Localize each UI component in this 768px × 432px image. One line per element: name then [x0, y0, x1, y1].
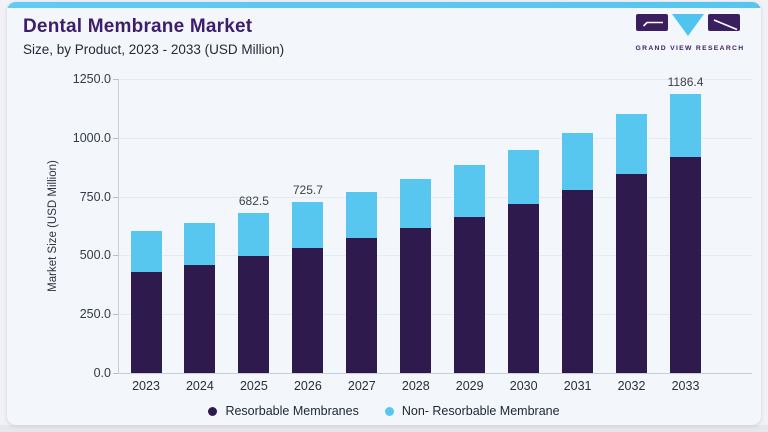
- gridline: [119, 255, 752, 257]
- bar-group-2025: [238, 212, 270, 373]
- bar-segment-non-resorbable: [292, 202, 324, 249]
- y-tick-label: 250.0: [79, 307, 111, 322]
- bar-group-2026: [292, 202, 324, 373]
- x-tick-label: 2029: [455, 379, 484, 393]
- bar-segment-resorbable: [238, 256, 270, 373]
- gridline: [119, 137, 752, 139]
- bar-segment-resorbable: [400, 228, 432, 373]
- bar-group-2028: [400, 179, 432, 373]
- y-axis-title: Market Size (USD Million): [47, 160, 59, 292]
- x-tick-label: 2024: [185, 379, 214, 393]
- bar-group-2024: [184, 223, 216, 373]
- bar-segment-resorbable: [454, 217, 486, 373]
- x-tick-label: 2027: [347, 379, 376, 393]
- legend-dot-icon: [384, 406, 394, 416]
- bar-group-2031: [562, 133, 594, 373]
- bar-group-2030: [508, 149, 540, 373]
- bar-segment-non-resorbable: [616, 113, 647, 175]
- chart-legend: Resorbable Membranes Non- Resorbable Memb…: [7, 404, 761, 418]
- y-tick-label: 1250.0: [72, 72, 111, 86]
- x-tick-label: 2026: [293, 379, 322, 393]
- gridline: [119, 196, 752, 198]
- y-tick-label: 1000.0: [72, 130, 111, 145]
- bar-segment-resorbable: [562, 190, 594, 373]
- chart-header: Dental Membrane Market Size, by Product,…: [23, 16, 284, 57]
- bar-segment-non-resorbable: [508, 149, 540, 205]
- y-tick-mark: [113, 196, 118, 198]
- y-tick-label: 750.0: [79, 189, 111, 204]
- gvr-logo-icon: [636, 14, 740, 36]
- legend-item: Resorbable Membranes: [208, 404, 359, 418]
- bar-segment-non-resorbable: [454, 164, 486, 218]
- x-tick-label: 2028: [401, 379, 430, 393]
- y-tick-label: 500.0: [79, 248, 111, 263]
- x-tick-label: 2032: [617, 379, 646, 393]
- legend-item: Non- Resorbable Membrane: [384, 404, 560, 418]
- y-tick-mark: [113, 79, 118, 80]
- bar-segment-non-resorbable: [562, 133, 594, 191]
- bar-segment-resorbable: [670, 156, 701, 373]
- bar-segment-non-resorbable: [400, 179, 432, 229]
- y-tick-mark: [113, 255, 118, 257]
- top-accent-bar: [7, 2, 761, 8]
- bar-segment-non-resorbable: [670, 94, 701, 157]
- page-bottom-strip: [0, 425, 768, 432]
- y-axis-line: [118, 79, 119, 374]
- bar-group-2027: [346, 191, 378, 373]
- bar-segment-non-resorbable: [346, 191, 378, 239]
- bar-segment-non-resorbable: [184, 223, 216, 265]
- x-tick-label: 2031: [563, 379, 592, 393]
- gridline: [119, 314, 752, 316]
- bar-segment-non-resorbable: [130, 230, 162, 272]
- legend-label: Non- Resorbable Membrane: [401, 404, 560, 418]
- bar-total-label: 1186.4: [667, 75, 704, 89]
- chart-card: Dental Membrane Market Size, by Product,…: [7, 2, 761, 425]
- x-tick-label: 2023: [132, 379, 160, 393]
- x-tick-label: 2033: [671, 379, 700, 393]
- x-axis-line: [118, 373, 752, 374]
- y-tick-mark: [113, 373, 118, 374]
- bar-segment-resorbable: [508, 204, 540, 373]
- bar-group-2029: [454, 164, 486, 373]
- bar-segment-resorbable: [346, 238, 378, 373]
- x-tick-label: 2025: [239, 379, 268, 393]
- y-tick-mark: [113, 314, 118, 316]
- bar-segment-resorbable: [130, 271, 162, 373]
- page-title: Dental Membrane Market: [23, 16, 253, 37]
- x-tick-label: 2030: [509, 379, 538, 393]
- bar-segment-resorbable: [616, 174, 647, 373]
- bar-group-2023: [130, 230, 162, 373]
- page-subtitle: Size, by Product, 2023 - 2033 (USD Milli…: [23, 42, 285, 57]
- bar-segment-resorbable: [184, 264, 216, 373]
- bar-segment-resorbable: [292, 248, 324, 373]
- bar-group-2032: [616, 113, 647, 373]
- legend-dot-icon: [208, 406, 218, 416]
- bar-total-label: 682.5: [238, 193, 269, 208]
- gridline: [119, 79, 752, 80]
- bar-total-label: 725.7: [292, 183, 323, 198]
- y-tick-label: 0.0: [93, 366, 111, 380]
- legend-label: Resorbable Membranes: [225, 404, 359, 418]
- gvr-logo: GRAND VIEW RESEARCH: [631, 12, 749, 52]
- bar-segment-non-resorbable: [238, 212, 270, 257]
- bar-group-2033: [670, 94, 701, 373]
- y-tick-mark: [113, 137, 118, 139]
- gvr-logo-text: GRAND VIEW RESEARCH: [635, 45, 745, 52]
